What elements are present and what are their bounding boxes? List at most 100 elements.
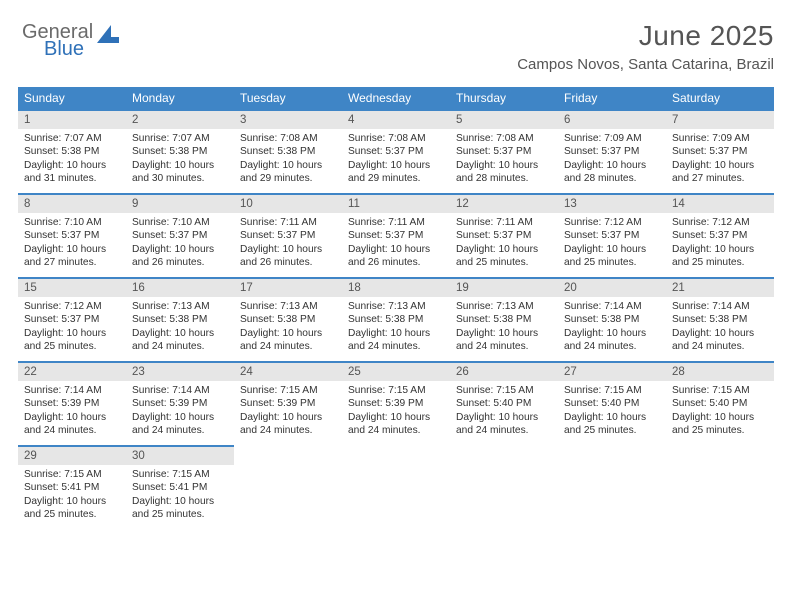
day-number: 16 <box>126 279 234 297</box>
day-sunrise: Sunrise: 7:15 AM <box>240 384 336 397</box>
calendar-row: 8Sunrise: 7:10 AMSunset: 5:37 PMDaylight… <box>18 194 774 278</box>
day-sunset: Sunset: 5:39 PM <box>348 397 444 410</box>
calendar-cell: 5Sunrise: 7:08 AMSunset: 5:37 PMDaylight… <box>450 110 558 194</box>
day-sunrise: Sunrise: 7:12 AM <box>564 216 660 229</box>
day-daylight1: Daylight: 10 hours <box>456 327 552 340</box>
day-daylight2: and 24 minutes. <box>456 424 552 437</box>
day-number: 14 <box>666 195 774 213</box>
day-details: Sunrise: 7:10 AMSunset: 5:37 PMDaylight:… <box>126 213 234 274</box>
day-sunset: Sunset: 5:38 PM <box>564 313 660 326</box>
day-details: Sunrise: 7:07 AMSunset: 5:38 PMDaylight:… <box>126 129 234 190</box>
day-daylight2: and 25 minutes. <box>672 424 768 437</box>
day-daylight1: Daylight: 10 hours <box>564 243 660 256</box>
day-sunset: Sunset: 5:38 PM <box>24 145 120 158</box>
day-number: 1 <box>18 111 126 129</box>
day-sunset: Sunset: 5:38 PM <box>132 145 228 158</box>
page-header: June 2025 Campos Novos, Santa Catarina, … <box>18 20 774 73</box>
day-number: 23 <box>126 363 234 381</box>
calendar-cell: 18Sunrise: 7:13 AMSunset: 5:38 PMDayligh… <box>342 278 450 362</box>
day-daylight1: Daylight: 10 hours <box>348 411 444 424</box>
calendar-table: Sunday Monday Tuesday Wednesday Thursday… <box>18 87 774 530</box>
calendar-cell: 28Sunrise: 7:15 AMSunset: 5:40 PMDayligh… <box>666 362 774 446</box>
day-sunrise: Sunrise: 7:11 AM <box>456 216 552 229</box>
location-subtitle: Campos Novos, Santa Catarina, Brazil <box>18 56 774 73</box>
day-daylight1: Daylight: 10 hours <box>456 411 552 424</box>
day-details: Sunrise: 7:14 AMSunset: 5:38 PMDaylight:… <box>558 297 666 358</box>
day-daylight1: Daylight: 10 hours <box>240 327 336 340</box>
day-sunset: Sunset: 5:39 PM <box>24 397 120 410</box>
day-daylight1: Daylight: 10 hours <box>456 243 552 256</box>
day-details: Sunrise: 7:15 AMSunset: 5:40 PMDaylight:… <box>666 381 774 442</box>
day-number: 2 <box>126 111 234 129</box>
calendar-cell: 6Sunrise: 7:09 AMSunset: 5:37 PMDaylight… <box>558 110 666 194</box>
calendar-cell: 21Sunrise: 7:14 AMSunset: 5:38 PMDayligh… <box>666 278 774 362</box>
day-daylight1: Daylight: 10 hours <box>240 159 336 172</box>
calendar-cell: 14Sunrise: 7:12 AMSunset: 5:37 PMDayligh… <box>666 194 774 278</box>
day-daylight1: Daylight: 10 hours <box>456 159 552 172</box>
weekday-header: Sunday <box>18 87 126 110</box>
day-sunrise: Sunrise: 7:15 AM <box>564 384 660 397</box>
calendar-cell: 8Sunrise: 7:10 AMSunset: 5:37 PMDaylight… <box>18 194 126 278</box>
day-details: Sunrise: 7:13 AMSunset: 5:38 PMDaylight:… <box>342 297 450 358</box>
day-daylight2: and 24 minutes. <box>132 340 228 353</box>
day-number: 15 <box>18 279 126 297</box>
day-details: Sunrise: 7:08 AMSunset: 5:37 PMDaylight:… <box>342 129 450 190</box>
day-sunrise: Sunrise: 7:15 AM <box>132 468 228 481</box>
day-daylight1: Daylight: 10 hours <box>348 243 444 256</box>
calendar-cell: .. <box>450 446 558 530</box>
day-number: 30 <box>126 447 234 465</box>
day-number: 6 <box>558 111 666 129</box>
day-daylight2: and 30 minutes. <box>132 172 228 185</box>
day-sunset: Sunset: 5:38 PM <box>456 313 552 326</box>
day-details: Sunrise: 7:11 AMSunset: 5:37 PMDaylight:… <box>450 213 558 274</box>
day-daylight2: and 29 minutes. <box>348 172 444 185</box>
day-details: Sunrise: 7:14 AMSunset: 5:39 PMDaylight:… <box>18 381 126 442</box>
day-daylight1: Daylight: 10 hours <box>672 243 768 256</box>
page-title: June 2025 <box>18 20 774 52</box>
calendar-cell: 1Sunrise: 7:07 AMSunset: 5:38 PMDaylight… <box>18 110 126 194</box>
day-sunrise: Sunrise: 7:15 AM <box>24 468 120 481</box>
day-sunset: Sunset: 5:39 PM <box>132 397 228 410</box>
day-sunrise: Sunrise: 7:09 AM <box>564 132 660 145</box>
day-number: 24 <box>234 363 342 381</box>
calendar-cell: 22Sunrise: 7:14 AMSunset: 5:39 PMDayligh… <box>18 362 126 446</box>
day-sunrise: Sunrise: 7:08 AM <box>240 132 336 145</box>
day-sunset: Sunset: 5:38 PM <box>672 313 768 326</box>
day-details: Sunrise: 7:11 AMSunset: 5:37 PMDaylight:… <box>342 213 450 274</box>
day-daylight1: Daylight: 10 hours <box>564 159 660 172</box>
day-daylight1: Daylight: 10 hours <box>24 243 120 256</box>
calendar-row: 15Sunrise: 7:12 AMSunset: 5:37 PMDayligh… <box>18 278 774 362</box>
day-number: 17 <box>234 279 342 297</box>
day-number: 12 <box>450 195 558 213</box>
day-number: 27 <box>558 363 666 381</box>
day-sunset: Sunset: 5:40 PM <box>564 397 660 410</box>
calendar-row: 1Sunrise: 7:07 AMSunset: 5:38 PMDaylight… <box>18 110 774 194</box>
day-daylight1: Daylight: 10 hours <box>132 495 228 508</box>
day-daylight1: Daylight: 10 hours <box>564 411 660 424</box>
day-details: Sunrise: 7:12 AMSunset: 5:37 PMDaylight:… <box>666 213 774 274</box>
day-daylight1: Daylight: 10 hours <box>348 159 444 172</box>
day-daylight2: and 25 minutes. <box>672 256 768 269</box>
day-daylight2: and 24 minutes. <box>564 340 660 353</box>
calendar-cell: 9Sunrise: 7:10 AMSunset: 5:37 PMDaylight… <box>126 194 234 278</box>
day-sunrise: Sunrise: 7:12 AM <box>24 300 120 313</box>
day-sunrise: Sunrise: 7:15 AM <box>672 384 768 397</box>
day-sunset: Sunset: 5:37 PM <box>24 229 120 242</box>
day-daylight2: and 24 minutes. <box>348 340 444 353</box>
day-number: 25 <box>342 363 450 381</box>
day-sunrise: Sunrise: 7:07 AM <box>132 132 228 145</box>
day-sunrise: Sunrise: 7:13 AM <box>348 300 444 313</box>
day-sunrise: Sunrise: 7:10 AM <box>132 216 228 229</box>
day-number: 21 <box>666 279 774 297</box>
day-daylight1: Daylight: 10 hours <box>24 411 120 424</box>
day-details: Sunrise: 7:09 AMSunset: 5:37 PMDaylight:… <box>666 129 774 190</box>
day-number: 26 <box>450 363 558 381</box>
day-number: 22 <box>18 363 126 381</box>
day-sunrise: Sunrise: 7:14 AM <box>564 300 660 313</box>
day-details: Sunrise: 7:14 AMSunset: 5:39 PMDaylight:… <box>126 381 234 442</box>
calendar-cell: 11Sunrise: 7:11 AMSunset: 5:37 PMDayligh… <box>342 194 450 278</box>
day-daylight1: Daylight: 10 hours <box>132 159 228 172</box>
day-details: Sunrise: 7:14 AMSunset: 5:38 PMDaylight:… <box>666 297 774 358</box>
day-details: Sunrise: 7:15 AMSunset: 5:39 PMDaylight:… <box>234 381 342 442</box>
day-details: Sunrise: 7:11 AMSunset: 5:37 PMDaylight:… <box>234 213 342 274</box>
